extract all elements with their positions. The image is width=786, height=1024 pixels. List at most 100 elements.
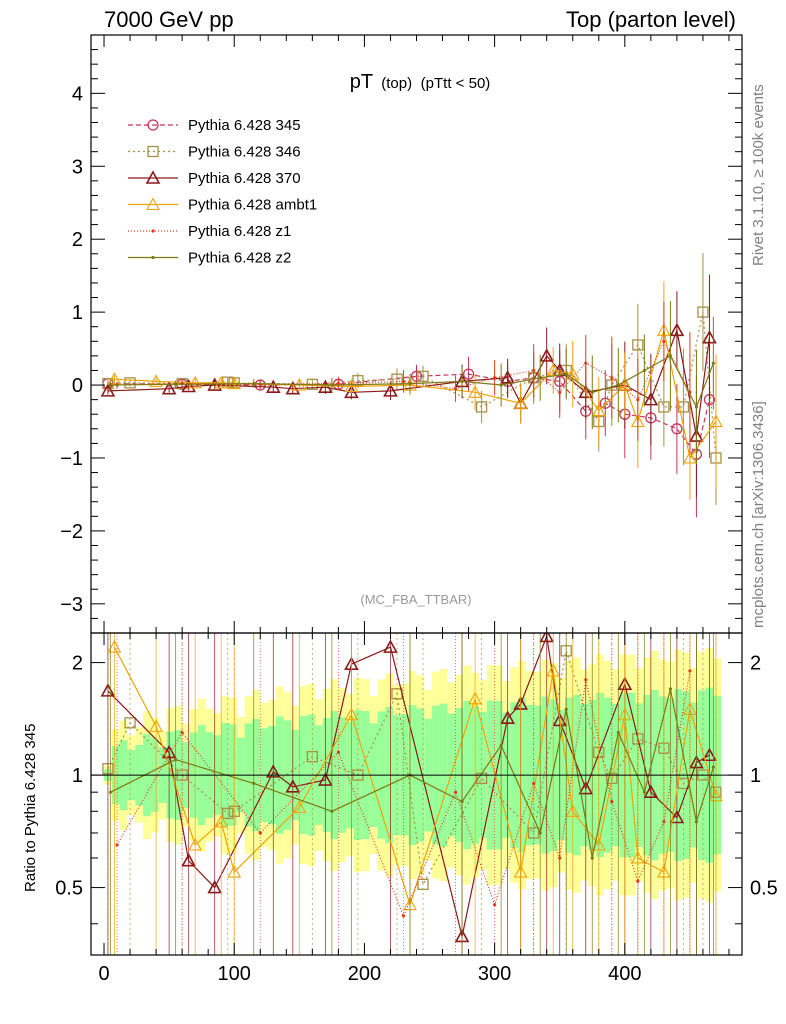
ratio-data-point bbox=[401, 914, 406, 918]
data-point bbox=[616, 383, 620, 387]
ratio-data-point bbox=[610, 799, 614, 804]
ratio-data-point bbox=[591, 837, 606, 851]
ratio-data-point bbox=[493, 903, 497, 907]
chart-title: pT (top) (pTtt < 50) bbox=[350, 71, 491, 93]
ratio-series-line bbox=[107, 634, 710, 937]
data-point bbox=[564, 372, 568, 376]
chart-title-small: (top) bbox=[381, 75, 412, 92]
data-point bbox=[493, 376, 497, 380]
data-point bbox=[499, 383, 503, 387]
data-point bbox=[682, 450, 697, 464]
data-point bbox=[709, 414, 723, 428]
ratio-data-point bbox=[669, 809, 685, 824]
data-point bbox=[669, 322, 685, 337]
data-point bbox=[617, 377, 632, 391]
y-tick-label: 2 bbox=[72, 229, 83, 251]
ratio-data-point bbox=[590, 856, 594, 860]
data-point bbox=[107, 372, 122, 385]
data-point bbox=[694, 405, 699, 409]
y-tick-label: 4 bbox=[72, 83, 83, 105]
data-point bbox=[539, 348, 555, 362]
legend-item: Pythia 6.428 370 bbox=[128, 170, 301, 187]
chart-title-main: pT bbox=[350, 71, 373, 93]
ratio-data-point bbox=[642, 790, 646, 794]
ratio-data-point bbox=[500, 710, 515, 724]
ratio-data-point bbox=[688, 669, 692, 673]
rivet-version-label: Rivet 3.1.10, ≥ 100k events bbox=[750, 84, 767, 266]
ratio-tick-label: 1 bbox=[72, 765, 83, 787]
ratio-data-point bbox=[252, 781, 256, 786]
legend-marker bbox=[147, 145, 159, 158]
legend-item: Pythia 6.428 345 bbox=[128, 117, 301, 134]
ratio-data-point bbox=[468, 691, 483, 705]
ratio-data-point bbox=[180, 730, 184, 735]
ratio-data-point bbox=[306, 751, 318, 763]
header-observable-label: Top (parton level) bbox=[566, 7, 736, 32]
data-point bbox=[671, 423, 683, 435]
data-point bbox=[578, 384, 594, 399]
data-point bbox=[662, 339, 666, 343]
data-point bbox=[149, 374, 164, 387]
ratio-data-point bbox=[636, 879, 640, 883]
data-point bbox=[401, 379, 406, 384]
ratio-data-point bbox=[181, 853, 196, 867]
data-point bbox=[174, 382, 178, 386]
ratio-data-point bbox=[630, 850, 645, 864]
analysis-watermark: (MC_FBA_TTBAR) bbox=[360, 592, 471, 607]
data-point bbox=[643, 391, 659, 406]
data-point bbox=[591, 403, 606, 417]
data-point bbox=[558, 390, 562, 394]
data-point bbox=[181, 378, 196, 393]
header-energy-label: 7000 GeV pp bbox=[104, 7, 234, 32]
ratio-data-point bbox=[124, 717, 136, 729]
data-point bbox=[344, 379, 359, 393]
ratio-tick-label-right: 0.5 bbox=[750, 878, 778, 900]
ratio-data-point bbox=[643, 784, 659, 798]
ratio-data-point bbox=[460, 799, 464, 804]
ratio-data-point bbox=[564, 707, 568, 711]
ratio-data-point bbox=[265, 764, 281, 778]
data-point bbox=[252, 381, 256, 386]
ratio-data-point bbox=[214, 814, 229, 828]
data-point bbox=[462, 368, 475, 380]
ratio-data-point bbox=[546, 663, 561, 677]
ratio-data-point bbox=[149, 719, 164, 732]
legend-marker bbox=[151, 255, 155, 260]
data-point bbox=[100, 383, 116, 397]
data-point bbox=[468, 385, 483, 398]
legend-label: Pythia 6.428 346 bbox=[188, 144, 301, 161]
ratio-data-point bbox=[565, 804, 580, 817]
data-point bbox=[108, 383, 113, 387]
ratio-tick-label-right: 1 bbox=[750, 765, 761, 787]
ratio-data-point bbox=[702, 747, 717, 762]
ratio-data-point bbox=[616, 730, 620, 735]
data-point bbox=[697, 306, 709, 318]
ratio-data-point bbox=[453, 790, 458, 794]
data-point bbox=[711, 361, 715, 365]
ratio-data-point bbox=[538, 831, 542, 835]
ratio-series-line bbox=[116, 670, 691, 918]
legend-marker bbox=[145, 170, 161, 184]
ratio-data-point bbox=[108, 790, 113, 794]
x-tick-label: 300 bbox=[478, 963, 511, 985]
data-point bbox=[642, 368, 646, 373]
data-point bbox=[538, 376, 542, 380]
data-point bbox=[188, 375, 203, 389]
data-point bbox=[222, 376, 234, 388]
ratio-data-point bbox=[207, 879, 223, 894]
legend-item: Pythia 6.428 ambt1 bbox=[128, 197, 317, 214]
axes-group: 0 100 200 300 400 −3 −2 −1 0 1 2 3 4 0.5 0.5 1 1 2 2 bbox=[55, 35, 778, 985]
legend-label: Pythia 6.428 z2 bbox=[188, 250, 291, 267]
legend-item: Pythia 6.428 z2 bbox=[128, 250, 291, 267]
data-point bbox=[383, 383, 398, 397]
ratio-data-point bbox=[292, 800, 307, 813]
ratio-data-point bbox=[227, 864, 242, 878]
ratio-data-point bbox=[344, 707, 359, 721]
data-point bbox=[584, 361, 588, 365]
ratio-data-point bbox=[694, 820, 699, 824]
ratio-data-point bbox=[617, 707, 632, 721]
ratio-series-group bbox=[91, 633, 742, 955]
x-tick-label: 0 bbox=[98, 963, 109, 985]
data-point bbox=[265, 379, 281, 394]
data-point bbox=[161, 381, 177, 395]
